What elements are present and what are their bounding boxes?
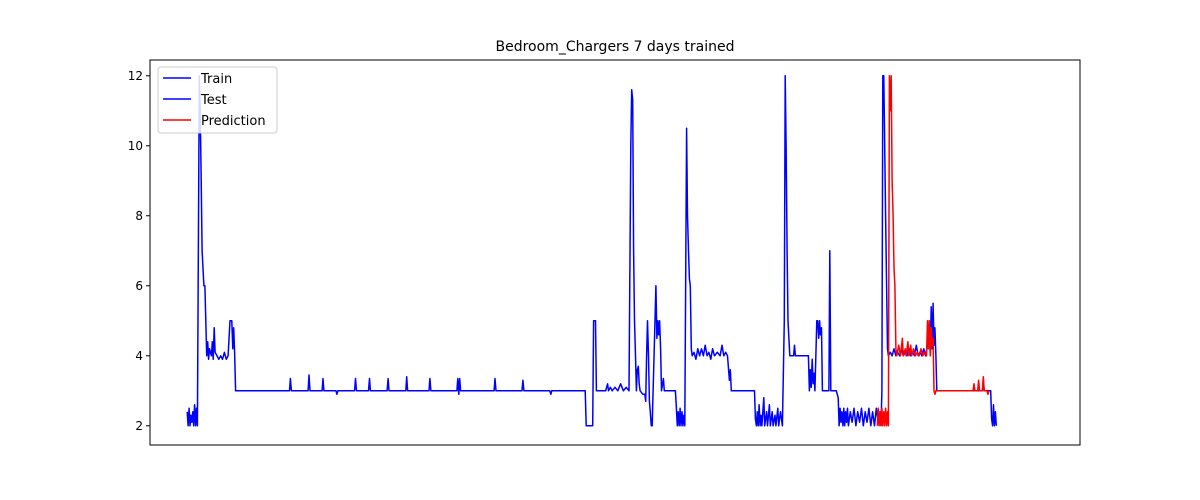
series-line-prediction <box>876 75 990 427</box>
legend-label-test: Test <box>200 93 227 108</box>
legend-entries: Train Test Prediction <box>163 72 266 129</box>
plot-frame <box>149 59 1081 446</box>
y-tick-label: 4 <box>135 349 143 363</box>
chart-title: Bedroom_Chargers 7 days trained <box>496 39 735 55</box>
legend: Train Test Prediction <box>157 66 278 134</box>
series-layer <box>186 75 998 427</box>
legend-label-prediction: Prediction <box>201 114 266 129</box>
y-tick-label: 8 <box>135 209 143 223</box>
legend-box <box>157 66 278 134</box>
series-line-train <box>186 75 882 427</box>
y-axis: 2 4 6 8 10 12 <box>128 69 150 433</box>
series-line-test <box>880 75 998 427</box>
y-tick-label: 10 <box>128 139 143 153</box>
legend-label-train: Train <box>200 72 232 87</box>
y-tick-label: 2 <box>135 419 143 433</box>
y-tick-label: 12 <box>128 69 143 83</box>
y-tick-label: 6 <box>135 279 143 293</box>
